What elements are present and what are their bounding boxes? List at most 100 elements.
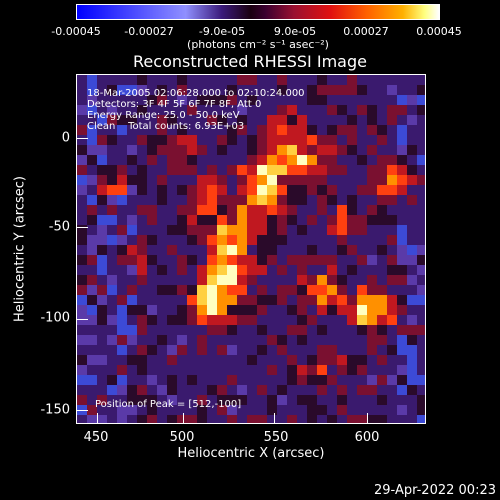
image-pixel: [397, 325, 407, 335]
image-pixel: [127, 295, 137, 305]
image-pixel: [267, 215, 277, 225]
image-pixel: [327, 245, 337, 255]
image-pixel: [277, 185, 287, 195]
image-pixel: [337, 145, 347, 155]
image-pixel: [307, 185, 317, 195]
image-pixel: [177, 265, 187, 275]
image-pixel: [247, 345, 257, 355]
image-pixel: [197, 325, 207, 335]
image-pixel: [297, 255, 307, 265]
image-pixel: [187, 175, 197, 185]
image-pixel: [147, 375, 157, 385]
image-pixel: [197, 375, 207, 385]
image-pixel: [397, 385, 407, 395]
image-pixel: [407, 225, 417, 235]
image-pixel: [107, 225, 117, 235]
image-pixel: [77, 215, 87, 225]
image-pixel: [387, 195, 397, 205]
image-pixel: [247, 205, 257, 215]
image-pixel: [247, 195, 257, 205]
image-pixel: [307, 215, 317, 225]
image-pixel: [187, 345, 197, 355]
image-pixel: [257, 165, 267, 175]
image-pixel: [357, 385, 367, 395]
image-pixel: [117, 395, 127, 405]
image-pixel: [77, 385, 87, 395]
image-pixel: [277, 255, 287, 265]
image-pixel: [177, 135, 187, 145]
image-pixel: [417, 395, 425, 405]
y-tick-label: -100: [40, 310, 70, 326]
image-pixel: [417, 355, 425, 365]
image-pixel: [227, 305, 237, 315]
image-pixel: [77, 365, 87, 375]
image-pixel: [347, 395, 357, 405]
image-pixel: [207, 395, 217, 405]
image-pixel: [257, 385, 267, 395]
image-pixel: [157, 115, 167, 125]
image-pixel: [297, 285, 307, 295]
image-pixel: [227, 125, 237, 135]
image-pixel: [247, 225, 257, 235]
image-pixel: [167, 185, 177, 195]
image-pixel: [387, 225, 397, 235]
image-pixel: [77, 165, 87, 175]
image-pixel: [337, 125, 347, 135]
image-pixel: [317, 365, 327, 375]
image-pixel: [247, 235, 257, 245]
image-pixel: [307, 135, 317, 145]
image-pixel: [107, 335, 117, 345]
image-pixel: [177, 325, 187, 335]
image-pixel: [137, 165, 147, 175]
image-pixel: [267, 205, 277, 215]
image-pixel: [407, 305, 417, 315]
image-pixel: [97, 165, 107, 175]
image-pixel: [357, 175, 367, 185]
image-pixel: [317, 145, 327, 155]
image-pixel: [377, 115, 387, 125]
image-pixel: [367, 415, 377, 423]
image-pixel: [187, 105, 197, 115]
image-pixel: [397, 145, 407, 155]
image-pixel: [367, 215, 377, 225]
colorbar-frame: [76, 4, 440, 20]
image-pixel: [297, 85, 307, 95]
image-pixel: [97, 415, 107, 423]
image-pixel: [297, 335, 307, 345]
image-pixel: [237, 215, 247, 225]
image-pixel: [277, 75, 287, 85]
image-pixel: [107, 95, 117, 105]
image-pixel: [217, 265, 227, 275]
image-pixel: [107, 355, 117, 365]
image-pixel: [127, 315, 137, 325]
image-pixel: [367, 195, 377, 205]
image-pixel: [367, 405, 377, 415]
image-pixel: [147, 245, 157, 255]
image-pixel: [197, 305, 207, 315]
image-pixel: [387, 415, 397, 423]
image-pixel: [157, 265, 167, 275]
image-pixel: [187, 405, 197, 415]
image-pixel: [177, 335, 187, 345]
image-pixel: [317, 375, 327, 385]
image-pixel: [237, 175, 247, 185]
image-pixel: [157, 305, 167, 315]
image-pixel: [257, 105, 267, 115]
image-pixel: [157, 165, 167, 175]
image-pixel: [97, 185, 107, 195]
image-pixel: [407, 95, 417, 105]
image-pixel: [337, 95, 347, 105]
image-pixel: [127, 115, 137, 125]
image-pixel: [407, 345, 417, 355]
image-pixel: [387, 125, 397, 135]
image-pixel: [87, 165, 97, 175]
image-pixel: [367, 75, 377, 85]
image-pixel: [297, 325, 307, 335]
image-pixel: [247, 115, 257, 125]
image-pixel: [207, 325, 217, 335]
image-pixel: [107, 135, 117, 145]
image-pixel: [177, 315, 187, 325]
image-pixel: [327, 405, 337, 415]
image-pixel: [307, 165, 317, 175]
image-pixel: [347, 305, 357, 315]
